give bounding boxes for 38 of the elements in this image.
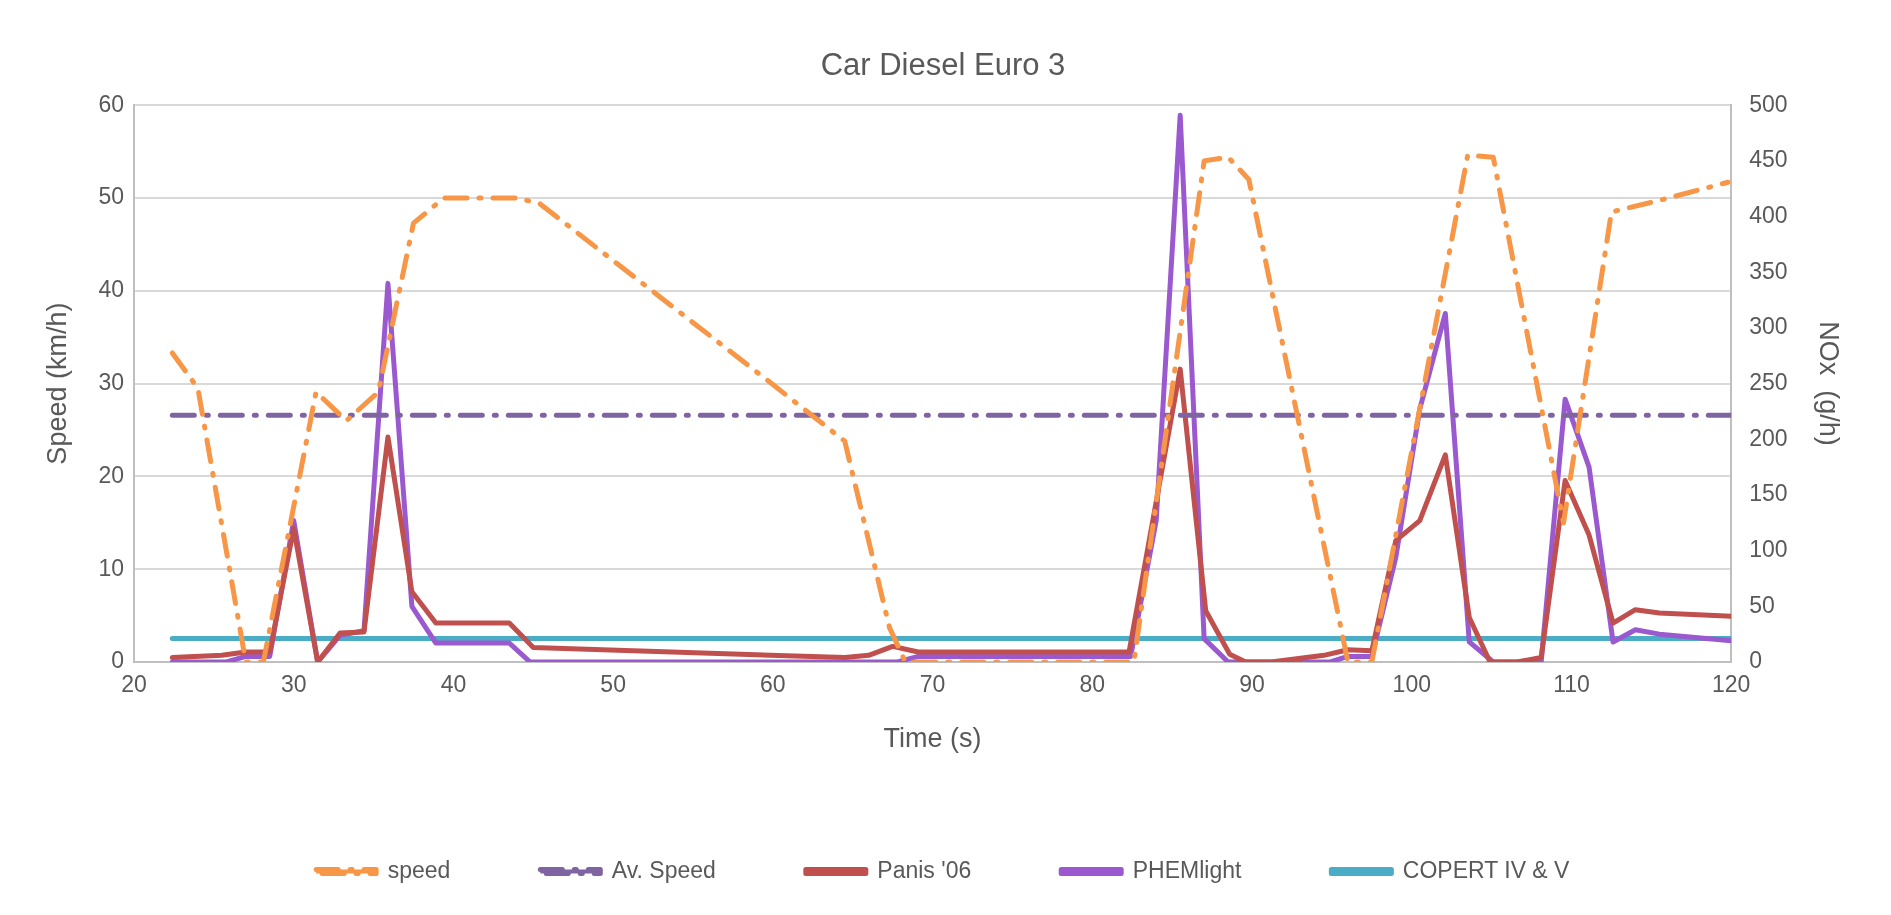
- legend-label: PHEMlight: [1132, 856, 1242, 883]
- y-axis-title: Speed (km/h): [41, 302, 72, 465]
- y-tick-label: 20: [98, 461, 124, 488]
- chart-title: Car Diesel Euro 3: [820, 47, 1066, 83]
- y-tick-label: 10: [98, 554, 124, 581]
- y2-tick-label: 400: [1749, 201, 1788, 228]
- y-tick-label: 30: [98, 368, 124, 395]
- x-tick-label: 40: [440, 671, 467, 698]
- legend-label: Av. Speed: [611, 856, 716, 883]
- x-tick-label: 110: [1553, 671, 1590, 698]
- y2-axis-title: NOx (g/h): [1814, 321, 1845, 446]
- y2-tick-label: 350: [1749, 257, 1788, 284]
- y2-tick-label: 300: [1749, 313, 1788, 340]
- y-tick-label: 0: [111, 647, 124, 674]
- x-tick-label: 120: [1712, 671, 1751, 698]
- x-tick-label: 80: [1079, 671, 1106, 698]
- x-tick-label: 90: [1239, 671, 1265, 698]
- x-axis-title: Time (s): [883, 723, 982, 754]
- legend-label: speed: [387, 856, 451, 883]
- y-tick-label: 40: [98, 276, 124, 303]
- y2-tick-label: 0: [1749, 647, 1763, 674]
- x-tick-label: 60: [760, 671, 786, 698]
- x-tick-label: 20: [121, 671, 147, 698]
- x-tick-label: 100: [1392, 671, 1431, 698]
- y2-tick-label: 100: [1749, 535, 1788, 562]
- y2-tick-label: 250: [1749, 368, 1788, 395]
- y-tick-label: 50: [98, 183, 124, 210]
- y2-tick-label: 500: [1749, 90, 1788, 117]
- x-tick-label: 50: [600, 671, 626, 698]
- x-tick-label: 30: [280, 671, 307, 698]
- y-tick-label: 60: [98, 90, 124, 117]
- legend-label: Panis '06: [877, 856, 972, 883]
- legend-label: COPERT IV & V: [1402, 856, 1571, 883]
- y2-tick-label: 450: [1749, 146, 1788, 173]
- y2-tick-label: 200: [1749, 424, 1788, 451]
- y2-tick-label: 150: [1749, 480, 1788, 507]
- y2-tick-label: 50: [1749, 591, 1775, 618]
- x-tick-label: 70: [919, 671, 946, 698]
